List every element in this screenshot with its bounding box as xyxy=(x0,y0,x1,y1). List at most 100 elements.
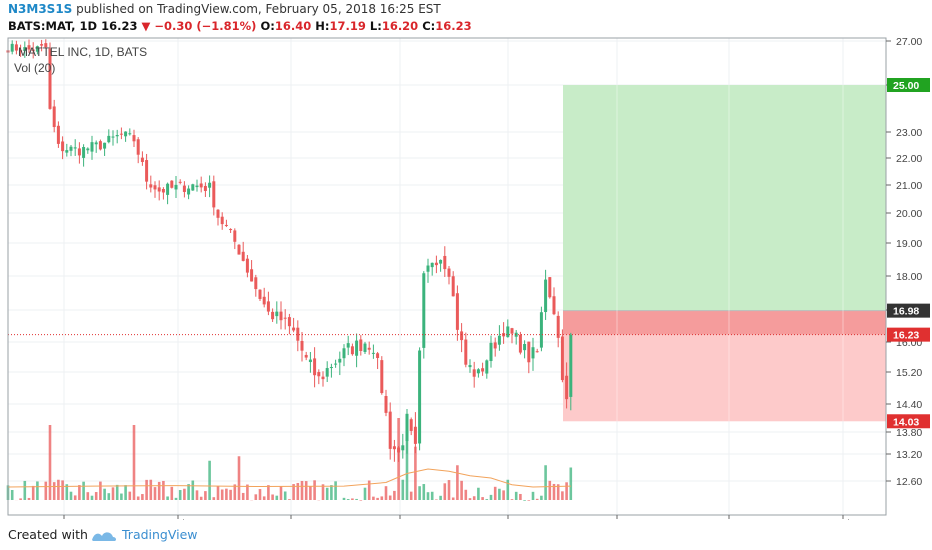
last-price: 16.23 xyxy=(101,19,138,33)
volume-bar xyxy=(556,484,560,500)
volume-bar xyxy=(254,494,258,500)
volume-bar xyxy=(321,484,325,500)
y-tick-label: 22.00 xyxy=(896,153,922,165)
ohlc-low-key: L: xyxy=(369,19,382,33)
candle-body xyxy=(296,327,300,341)
candle-body xyxy=(283,317,287,319)
candle-body xyxy=(48,48,52,109)
candle-body xyxy=(539,312,543,348)
volume-bar xyxy=(73,495,77,500)
candle-body xyxy=(31,49,35,51)
footer: Created with TradingView xyxy=(0,521,932,550)
candle-body xyxy=(258,289,262,299)
candle-body xyxy=(556,315,560,338)
volume-bar xyxy=(237,456,241,500)
candle-body xyxy=(229,229,233,231)
volume-bar xyxy=(309,486,312,500)
y-tick-label: 23.00 xyxy=(896,127,922,139)
volume-bar xyxy=(191,480,195,500)
volume-bar xyxy=(489,494,493,500)
volume-bar xyxy=(447,480,451,500)
candle-body xyxy=(233,230,237,242)
x-tick-label: Jul xyxy=(836,518,849,520)
volume-bar xyxy=(561,491,564,500)
volume-bars xyxy=(6,418,573,501)
ohlc-open-key: O: xyxy=(260,19,275,33)
candle-body xyxy=(128,133,132,135)
candle-body xyxy=(174,184,178,190)
change-value: −0.30 (−1.81%) xyxy=(154,19,257,33)
candle-body xyxy=(90,142,94,152)
volume-bar xyxy=(212,497,216,500)
candle-body xyxy=(460,331,464,341)
volume-bar xyxy=(535,498,539,500)
candle-body xyxy=(187,188,191,195)
volume-bar xyxy=(422,484,426,500)
candle-body xyxy=(334,363,338,365)
candle-body xyxy=(262,296,266,305)
publish-info: published on TradingView.com, February 0… xyxy=(72,2,441,16)
volume-bar xyxy=(565,482,568,500)
volume-bar xyxy=(120,493,123,500)
loss-zone-current xyxy=(563,310,886,335)
volume-bar xyxy=(136,496,140,500)
volume-bar xyxy=(393,490,396,500)
candle-body xyxy=(35,46,39,52)
candle-body xyxy=(157,187,161,192)
volume-bar xyxy=(514,491,518,500)
volume-bar xyxy=(52,482,56,500)
y-tick-label: 19.00 xyxy=(896,238,922,250)
candle-body xyxy=(384,396,388,413)
price-chart[interactable]: 12.6013.2013.8014.4015.2016.0017.0018.00… xyxy=(0,0,932,520)
candle-body xyxy=(23,47,27,52)
candle-body xyxy=(195,185,199,188)
volume-bar xyxy=(170,486,174,500)
candle-body xyxy=(208,182,212,188)
volume-bar xyxy=(443,483,447,500)
candle-body xyxy=(346,343,350,348)
candle-body xyxy=(149,184,153,188)
candle-body xyxy=(166,183,170,195)
candle-body xyxy=(279,311,283,321)
tradingview-brand-link[interactable]: TradingView xyxy=(122,527,198,542)
volume-bar xyxy=(376,497,379,500)
volume-bar xyxy=(107,493,111,500)
volume-bar xyxy=(296,482,300,500)
profit-target-zone xyxy=(563,85,886,311)
candle-body xyxy=(203,185,207,191)
volume-bar xyxy=(275,495,279,500)
candle-body xyxy=(94,142,98,145)
volume-bar xyxy=(199,496,203,500)
x-tick-label: May xyxy=(719,518,740,520)
x-tick-label: Nov xyxy=(391,518,410,520)
candle-body xyxy=(355,340,359,356)
volume-bar xyxy=(523,500,526,501)
volume-bar xyxy=(267,485,270,500)
candle-body xyxy=(426,265,430,272)
candle-body xyxy=(216,209,220,218)
author-link[interactable]: N3M3S1S xyxy=(8,2,73,16)
candle-body xyxy=(443,255,447,270)
volume-bar xyxy=(258,489,262,500)
candle-body xyxy=(430,262,434,268)
candle-body xyxy=(527,341,531,363)
candle-body xyxy=(111,136,115,138)
candle-body xyxy=(224,224,228,226)
volume-bar xyxy=(468,498,472,500)
volume-bar xyxy=(439,495,442,500)
candle-body xyxy=(388,411,392,449)
candle-body xyxy=(27,45,31,50)
candle-body xyxy=(329,367,333,369)
volume-bar xyxy=(178,490,182,500)
volume-bar xyxy=(418,486,421,500)
volume-bar xyxy=(279,486,283,500)
chart-header: N3M3S1S published on TradingView.com, Fe… xyxy=(0,0,932,38)
volume-bar xyxy=(246,484,249,500)
price-axis[interactable]: 12.6013.2013.8014.4015.2016.0017.0018.00… xyxy=(886,36,930,488)
ohlc-close-value: 16.23 xyxy=(435,19,472,33)
volume-bar xyxy=(401,479,405,500)
time-axis[interactable]: May Jul Sep Nov 2018 Mar May Jul xyxy=(54,515,850,520)
price-label-box xyxy=(887,303,930,318)
volume-bar xyxy=(157,481,161,500)
symbol-label: BATS:MAT, 1D xyxy=(8,19,98,33)
